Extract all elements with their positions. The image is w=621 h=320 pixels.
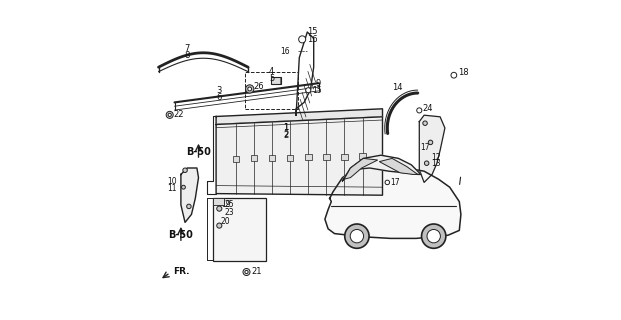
Circle shape: [245, 270, 248, 274]
Text: 19: 19: [221, 200, 230, 209]
Circle shape: [217, 223, 222, 228]
Text: 6: 6: [216, 93, 222, 102]
Polygon shape: [325, 165, 461, 238]
Polygon shape: [181, 168, 199, 222]
Text: 15: 15: [307, 28, 317, 36]
Bar: [323, 154, 330, 160]
Text: B-50: B-50: [186, 147, 211, 157]
Text: 17: 17: [420, 143, 430, 152]
Text: B-50: B-50: [168, 230, 193, 240]
Text: 14: 14: [392, 83, 402, 92]
Polygon shape: [216, 117, 383, 195]
Circle shape: [424, 161, 429, 165]
Text: 2: 2: [283, 130, 289, 139]
Circle shape: [428, 140, 433, 145]
Circle shape: [245, 85, 254, 93]
Circle shape: [187, 204, 191, 209]
Polygon shape: [344, 158, 378, 179]
Text: 12: 12: [432, 153, 441, 162]
Text: 25: 25: [225, 200, 234, 209]
Circle shape: [168, 113, 171, 116]
Circle shape: [417, 108, 422, 113]
Text: 23: 23: [225, 208, 234, 217]
Text: 7: 7: [184, 44, 189, 53]
Circle shape: [217, 206, 222, 211]
Circle shape: [423, 121, 427, 125]
Text: 11: 11: [168, 184, 177, 193]
Text: 20: 20: [221, 217, 230, 226]
Polygon shape: [419, 115, 445, 182]
Text: 18: 18: [458, 68, 468, 77]
Text: 13: 13: [432, 159, 441, 168]
Circle shape: [183, 168, 188, 172]
Text: 2: 2: [283, 131, 289, 140]
Circle shape: [181, 185, 186, 189]
Circle shape: [166, 111, 173, 118]
Circle shape: [385, 180, 389, 185]
Text: 15: 15: [312, 86, 322, 95]
Polygon shape: [379, 158, 418, 174]
Text: 17: 17: [391, 178, 400, 187]
Circle shape: [299, 36, 306, 43]
Circle shape: [243, 268, 250, 276]
Bar: [269, 155, 275, 161]
Circle shape: [422, 224, 446, 248]
Bar: [287, 155, 294, 161]
Text: 4: 4: [269, 68, 274, 76]
Text: FR.: FR.: [173, 267, 189, 276]
Text: 16: 16: [280, 47, 290, 56]
Circle shape: [427, 229, 440, 243]
Bar: [305, 155, 312, 160]
Text: 24: 24: [422, 104, 433, 113]
Text: 10: 10: [168, 177, 177, 186]
Bar: [245, 72, 297, 109]
Text: 1: 1: [283, 124, 289, 132]
Text: 21: 21: [252, 268, 262, 276]
Polygon shape: [343, 155, 421, 181]
Text: 22: 22: [174, 110, 184, 119]
Circle shape: [306, 88, 311, 93]
Circle shape: [248, 87, 252, 91]
Text: 1: 1: [283, 124, 289, 132]
Bar: [233, 156, 239, 162]
Text: 9: 9: [315, 79, 320, 88]
Bar: [251, 156, 257, 161]
Circle shape: [345, 224, 369, 248]
Bar: [213, 198, 266, 261]
Text: 16: 16: [307, 35, 317, 44]
FancyBboxPatch shape: [271, 77, 281, 84]
Text: 5: 5: [269, 74, 274, 83]
Bar: [342, 154, 348, 160]
Text: 3: 3: [216, 86, 222, 95]
Text: 8: 8: [184, 51, 189, 60]
Circle shape: [451, 72, 456, 78]
Polygon shape: [216, 109, 383, 124]
Text: 26: 26: [253, 82, 264, 91]
Bar: [360, 154, 366, 159]
Bar: [213, 198, 224, 205]
Circle shape: [350, 229, 363, 243]
